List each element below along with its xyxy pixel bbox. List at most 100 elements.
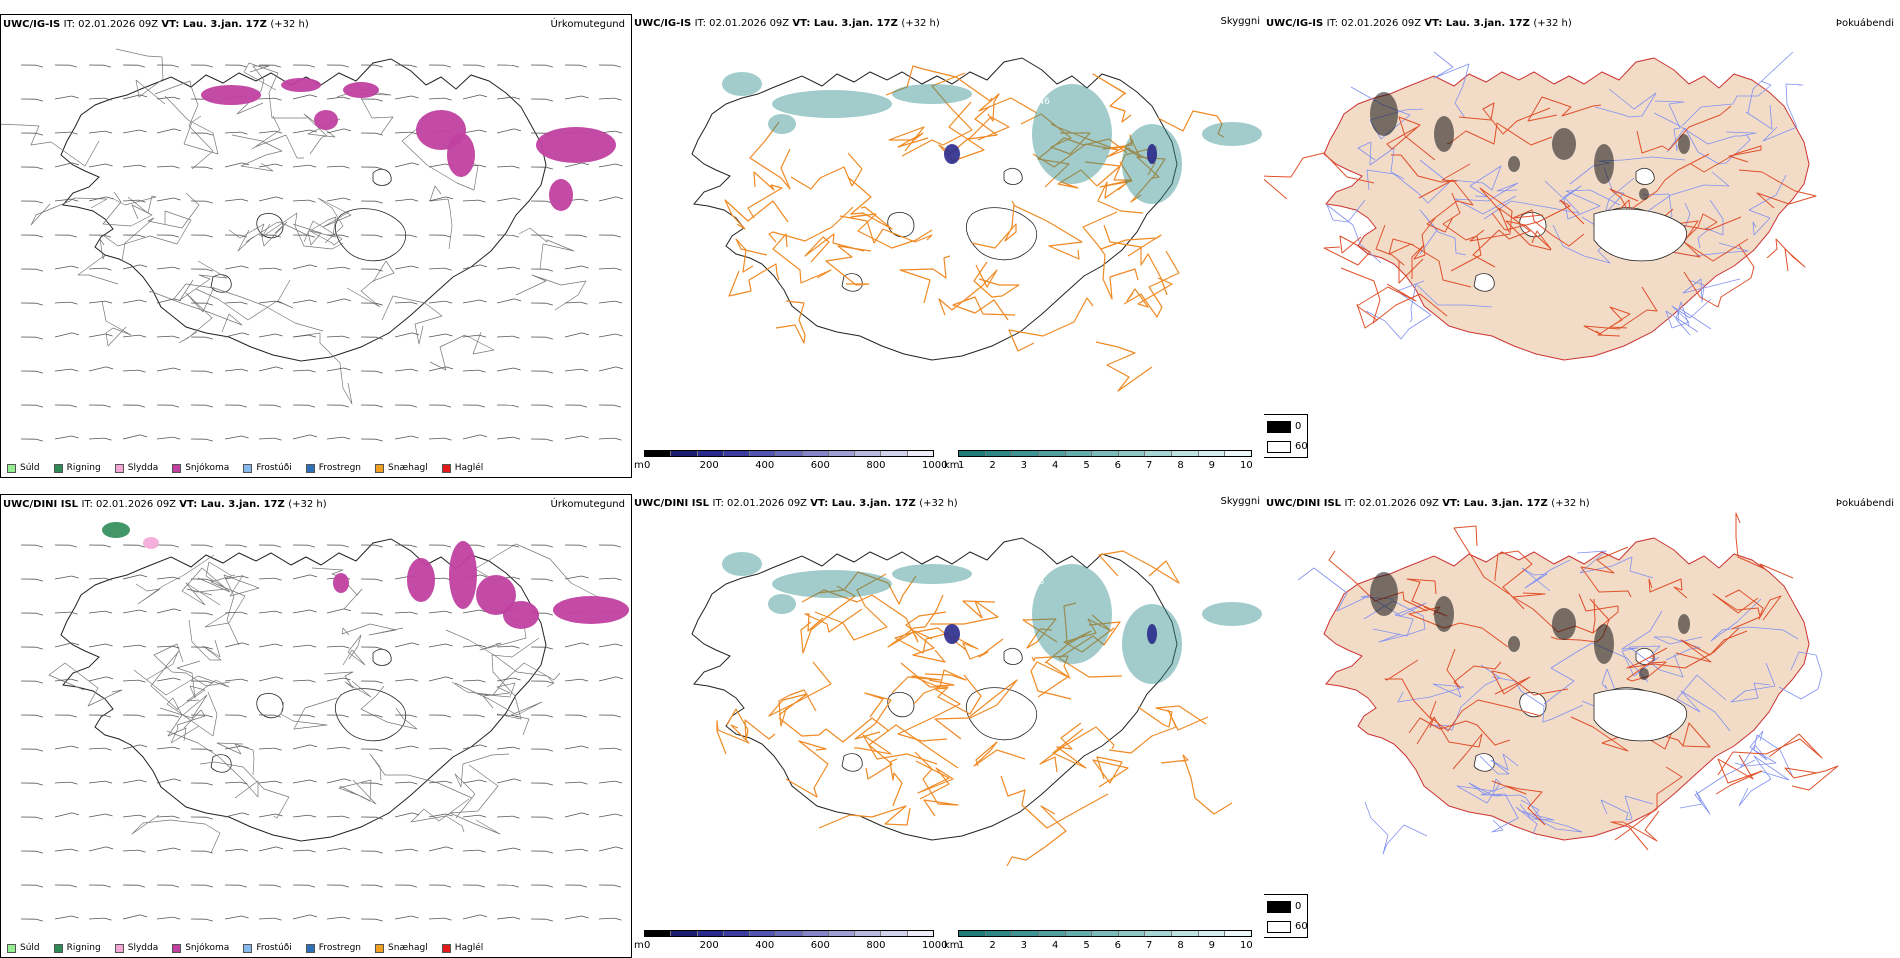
precip-legend-item: Snjókoma <box>172 943 229 953</box>
legend-label: Snæhagl <box>388 943 428 953</box>
legend-label: Frostúði <box>256 943 291 953</box>
cloud-legend-value: 60 <box>1295 921 1308 932</box>
legend-swatch <box>172 944 181 953</box>
legend-label: Snjókoma <box>185 943 229 953</box>
colorbar-tick: 10 <box>1240 460 1253 471</box>
cloud-legend-swatch <box>1267 921 1291 933</box>
colorbar-tick: 800 <box>866 460 885 471</box>
colorbar-tick: 2 <box>989 940 995 951</box>
fog-map <box>1264 494 1900 934</box>
precip-legend-item: Rigning <box>54 943 101 953</box>
colorbar-tick: 1 <box>958 460 964 471</box>
cloud-legend-value: 60 <box>1295 441 1308 452</box>
legend-label: Snjókoma <box>185 463 229 473</box>
forecast-row: UWC/IG-IS IT: 02.01.2026 09Z VT: Lau. 3.… <box>0 14 1900 478</box>
visibility-panel: UWC/IG-IS IT: 02.01.2026 09Z VT: Lau. 3.… <box>632 14 1264 478</box>
colorbar-tick: 400 <box>755 460 774 471</box>
colorbar-tick: 800 <box>866 940 885 951</box>
legend-swatch <box>7 944 16 953</box>
forecast-row: UWC/DINI ISL IT: 02.01.2026 09Z VT: Lau.… <box>0 494 1900 958</box>
legend-label: Haglél <box>455 463 484 473</box>
cloud-legend: 0 60 <box>1264 414 1308 458</box>
colorbar-tick: 10 <box>1240 940 1253 951</box>
colorbar-tick: 4 <box>1052 460 1058 471</box>
colorbar-tick: 5 <box>1083 460 1089 471</box>
precip-legend-item: Frostúði <box>243 943 291 953</box>
precip-legend-item: Rigning <box>54 463 101 473</box>
precip-map <box>1 15 632 455</box>
visibility-map: 576 <box>632 494 1264 934</box>
colorbar-tick: 8 <box>1177 460 1183 471</box>
precip-legend-item: Snæhagl <box>375 463 428 473</box>
legend-swatch <box>54 944 63 953</box>
legend-label: Rigning <box>67 463 101 473</box>
precip-map <box>1 495 632 935</box>
colorbar-tick: 0 <box>644 940 650 951</box>
legend-label: Snæhagl <box>388 463 428 473</box>
precip-legend-item: Slydda <box>115 463 158 473</box>
colorbar-tick: 200 <box>700 940 719 951</box>
colorbar-tick: 0 <box>644 460 650 471</box>
colorbar-unit: m <box>634 460 644 471</box>
cloud-legend-swatch <box>1267 441 1291 453</box>
precip-legend: Súld Rigning Slydda Snjókoma Frostúði Frostre… <box>7 463 483 473</box>
colorbar-strip <box>958 930 1252 937</box>
legend-label: Frostregn <box>319 463 361 473</box>
legend-swatch <box>442 944 451 953</box>
legend-label: Slydda <box>128 463 158 473</box>
precip-legend-item: Súld <box>7 943 40 953</box>
colorbar-tick: 2 <box>989 460 995 471</box>
colorbar-tick: 8 <box>1177 940 1183 951</box>
legend-swatch <box>115 464 124 473</box>
cloud-legend-value: 0 <box>1295 421 1301 432</box>
legend-label: Súld <box>20 463 40 473</box>
legend-label: Frostregn <box>319 943 361 953</box>
legend-label: Haglél <box>455 943 484 953</box>
legend-swatch <box>375 944 384 953</box>
colorbar-tick: 6 <box>1115 940 1121 951</box>
legend-swatch <box>375 464 384 473</box>
colorbar-tick: 400 <box>755 940 774 951</box>
fog-map <box>1264 14 1900 454</box>
visibility-map: 1146 <box>632 14 1264 454</box>
colorbar-tick: 7 <box>1146 940 1152 951</box>
colorbar-unit: m <box>634 940 644 951</box>
legend-label: Súld <box>20 943 40 953</box>
visibility-panel: UWC/DINI ISL IT: 02.01.2026 09Z VT: Lau.… <box>632 494 1264 958</box>
precip-legend-item: Frostregn <box>306 943 361 953</box>
colorbar-strip <box>958 450 1252 457</box>
precip-legend-item: Snæhagl <box>375 943 428 953</box>
colorbar-tick: 600 <box>811 460 830 471</box>
colorbar-tick: 1 <box>958 940 964 951</box>
legend-label: Frostúði <box>256 463 291 473</box>
legend-swatch <box>306 944 315 953</box>
legend-swatch <box>442 464 451 473</box>
colorbar-tick: 9 <box>1209 460 1215 471</box>
colorbar-tick: 3 <box>1021 460 1027 471</box>
visibility-value-label: 1146 <box>1027 97 1050 107</box>
legend-swatch <box>243 944 252 953</box>
colorbar-tick: 9 <box>1209 940 1215 951</box>
colorbar-tick: 200 <box>700 460 719 471</box>
legend-swatch <box>306 464 315 473</box>
colorbar-tick: 7 <box>1146 460 1152 471</box>
precip-legend-item: Súld <box>7 463 40 473</box>
legend-label: Rigning <box>67 943 101 953</box>
colorbar-strip <box>644 930 934 937</box>
legend-swatch <box>172 464 181 473</box>
legend-swatch <box>243 464 252 473</box>
colorbar-tick: 4 <box>1052 940 1058 951</box>
precip-legend-item: Frostregn <box>306 463 361 473</box>
legend-swatch <box>54 464 63 473</box>
precip-legend-item: Haglél <box>442 463 484 473</box>
precip-legend-item: Snjókoma <box>172 463 229 473</box>
colorbar-tick: 600 <box>811 940 830 951</box>
cloud-legend-swatch <box>1267 901 1291 913</box>
legend-swatch <box>115 944 124 953</box>
